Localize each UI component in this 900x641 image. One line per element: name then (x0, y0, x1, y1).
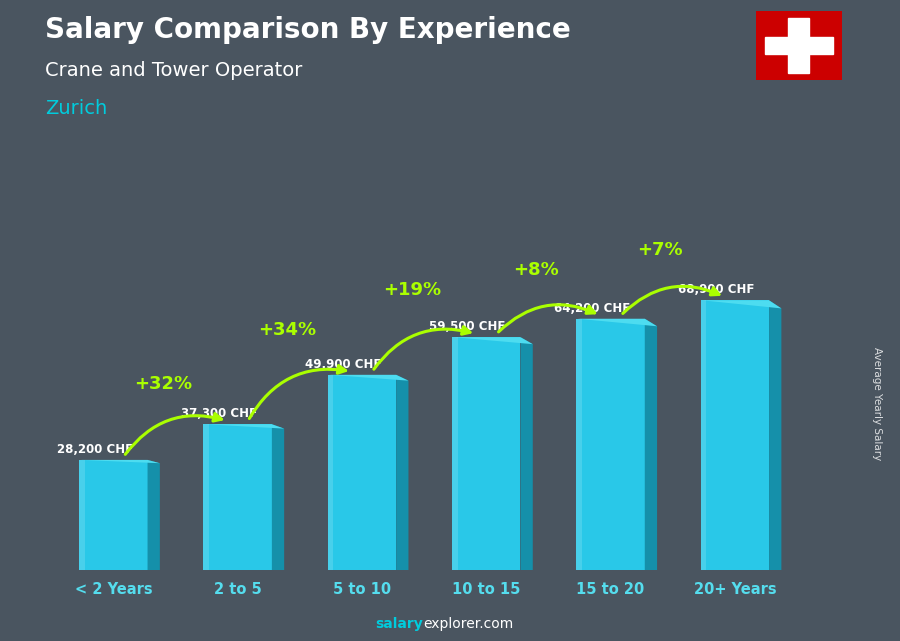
Text: 68,900 CHF: 68,900 CHF (678, 283, 754, 296)
Bar (576, 319, 582, 570)
Text: 64,200 CHF: 64,200 CHF (554, 302, 630, 315)
Text: 37,300 CHF: 37,300 CHF (181, 407, 257, 420)
Bar (328, 375, 396, 570)
Bar (576, 319, 644, 570)
Polygon shape (396, 375, 409, 570)
Bar (79, 460, 148, 570)
Polygon shape (272, 424, 284, 570)
FancyArrowPatch shape (249, 365, 346, 419)
Bar (452, 337, 520, 570)
Text: 28,200 CHF: 28,200 CHF (57, 443, 133, 456)
Polygon shape (148, 460, 160, 570)
Bar (203, 424, 272, 570)
Text: Salary Comparison By Experience: Salary Comparison By Experience (45, 16, 571, 44)
Text: 59,500 CHF: 59,500 CHF (429, 320, 506, 333)
Bar (203, 424, 209, 570)
Text: +34%: +34% (258, 321, 317, 339)
FancyArrowPatch shape (374, 327, 470, 369)
Text: +7%: +7% (637, 240, 683, 259)
Polygon shape (644, 319, 657, 570)
Bar (328, 375, 333, 570)
Text: +8%: +8% (513, 261, 559, 279)
Bar (764, 37, 833, 54)
Bar (788, 18, 809, 73)
Text: Crane and Tower Operator: Crane and Tower Operator (45, 61, 302, 80)
Text: +19%: +19% (382, 281, 441, 299)
Text: explorer.com: explorer.com (423, 617, 513, 631)
Text: Zurich: Zurich (45, 99, 107, 119)
Polygon shape (576, 319, 657, 326)
Polygon shape (701, 300, 781, 308)
Text: +32%: +32% (134, 374, 193, 392)
Polygon shape (770, 300, 781, 570)
Text: Average Yearly Salary: Average Yearly Salary (872, 347, 883, 460)
Bar (452, 337, 457, 570)
Polygon shape (79, 460, 160, 463)
Bar (79, 460, 85, 570)
Polygon shape (328, 375, 409, 381)
Text: 49,900 CHF: 49,900 CHF (305, 358, 382, 370)
Bar (701, 300, 706, 570)
FancyArrowPatch shape (499, 304, 595, 332)
Polygon shape (452, 337, 533, 344)
Text: salary: salary (375, 617, 423, 631)
Bar (701, 300, 770, 570)
FancyArrowPatch shape (623, 287, 719, 313)
Polygon shape (520, 337, 533, 570)
FancyArrowPatch shape (125, 413, 221, 454)
Polygon shape (203, 424, 284, 429)
